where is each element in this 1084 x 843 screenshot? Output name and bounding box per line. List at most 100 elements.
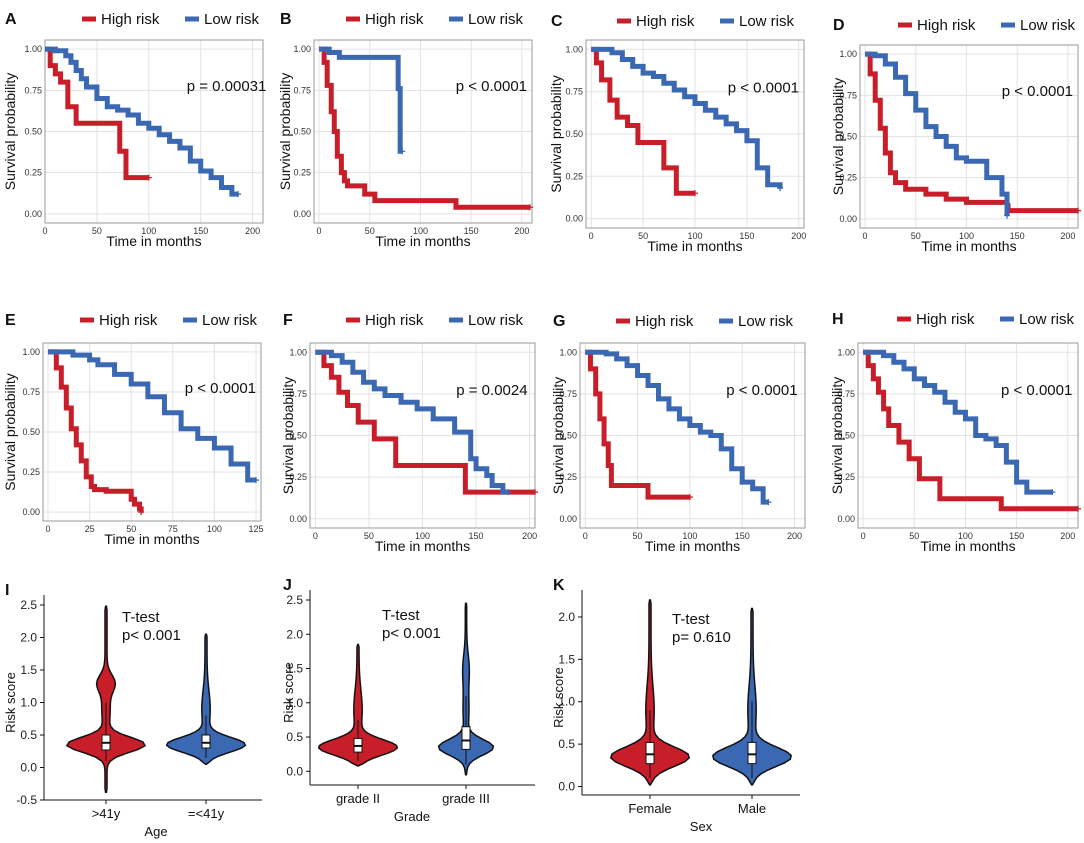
x-tick-label: 200 [791, 231, 806, 241]
panel-label: A [5, 11, 17, 28]
y-tick-label: 0.0 [20, 761, 37, 775]
panel-label: G [553, 313, 565, 330]
legend-label-low-risk: Low risk [738, 313, 794, 330]
y-tick-label: 2.0 [558, 610, 575, 624]
x-axis-label: Time in months [375, 233, 470, 249]
x-tick-label: 150 [193, 226, 208, 236]
panel-label: B [280, 11, 292, 28]
x-axis-label: Age [144, 824, 167, 839]
y-tick-label: 0.5 [20, 728, 37, 742]
legend-label-low-risk: Low risk [1020, 17, 1076, 34]
y-tick-label: 0.25 [565, 171, 583, 181]
plot-frame [313, 39, 533, 224]
plot-frame [44, 39, 264, 224]
x-tick-label: 200 [1060, 531, 1075, 541]
km-curve-high-risk [319, 46, 530, 210]
km-curve-low-risk [591, 46, 783, 189]
km-panel-e: E High risk Low risk 0 25 50 75 100 125 0.00 0.25 0… [2, 312, 264, 547]
x-tick-label: 0 [589, 231, 594, 241]
y-tick-label: 0.00 [289, 514, 307, 524]
x-tick-label: 25 [85, 524, 95, 534]
x-tick-label: 0 [313, 531, 318, 541]
x-tick-label: 150 [1009, 531, 1024, 541]
y-tick-label: 0.25 [559, 472, 577, 482]
panel-label: J [283, 577, 292, 594]
legend-label-low-risk: Low risk [1019, 311, 1075, 328]
x-tick-label: 50 [92, 226, 102, 236]
x-tick-label: 200 [245, 226, 260, 236]
panel-label: F [283, 312, 293, 329]
violin-female [609, 599, 691, 786]
y-tick-label: 0.75 [565, 87, 583, 97]
km-curve-low-risk [315, 349, 509, 495]
y-tick-label: 1.00 [837, 347, 855, 357]
y-tick-label: 0.50 [565, 129, 583, 139]
panel-label: C [551, 13, 563, 30]
y-tick-label: 2.5 [286, 593, 303, 607]
plot-frame [857, 342, 1079, 529]
p-value: p < 0.0001 [1001, 382, 1072, 399]
km-panel-a: A High risk Low risk 0 50 100 150 200 0.00 0.25 0.… [2, 11, 266, 249]
violin-panel-k: K 0.0 0.5 1.0 1.5 2.0 Risk score Sex Female Male T… [551, 577, 800, 834]
box [747, 741, 757, 765]
y-tick-label: 1.0 [558, 695, 575, 709]
legend: High risk Low risk [617, 13, 795, 30]
x-tick-label: >41y [92, 806, 121, 821]
y-tick-label: 1.5 [558, 652, 575, 666]
y-tick-label: 0.00 [839, 214, 857, 224]
y-tick-label: 0.25 [837, 472, 855, 482]
p-value: p < 0.0001 [728, 80, 799, 97]
y-tick-label: 0.75 [22, 387, 40, 397]
y-tick-label: 0.50 [24, 127, 42, 137]
x-tick-label: 200 [522, 531, 537, 541]
legend-label-high-risk: High risk [365, 11, 424, 28]
y-axis-label: Survival probability [548, 75, 564, 193]
km-curve-low-risk [319, 46, 403, 154]
y-axis-label: Survival probability [277, 73, 293, 191]
legend-label-high-risk: High risk [635, 313, 694, 330]
km-curve-low-risk [865, 51, 1010, 216]
y-axis-label: Survival probability [280, 377, 296, 495]
x-tick-label: 0 [45, 524, 50, 534]
legend-label-high-risk: High risk [365, 312, 424, 329]
x-tick-label: 0 [863, 231, 868, 241]
km-curve-high-risk [591, 46, 695, 196]
km-panel-c: C High risk Low risk 0 50 100 150 200 0.00 0.25 0.… [548, 13, 806, 254]
x-tick-label: =<41y [188, 806, 225, 821]
legend: High risk Low risk [897, 311, 1075, 328]
y-axis-label: Risk score [281, 662, 296, 723]
km-curve-low-risk [863, 349, 1053, 495]
plot-frame [859, 44, 1079, 229]
panel-label: H [832, 311, 844, 328]
y-tick-label: 0.50 [293, 127, 311, 137]
y-tick-label: 1.5 [20, 663, 37, 677]
y-tick-label: 0.75 [837, 389, 855, 399]
y-tick-label: 1.00 [559, 347, 577, 357]
y-tick-label: 0.75 [24, 85, 42, 95]
legend: High risk Low risk [616, 313, 794, 330]
y-tick-label: 1.00 [24, 44, 42, 54]
plot-frame [309, 342, 536, 529]
x-tick-label: Male [738, 801, 766, 816]
y-axis-label: Risk score [3, 672, 18, 733]
x-axis-label: Grade [394, 809, 430, 824]
legend: High risk Low risk [898, 17, 1076, 34]
y-tick-label: 0.0 [286, 764, 303, 778]
x-tick-label: 150 [469, 531, 484, 541]
panel-label: I [5, 582, 9, 599]
x-tick-label: 0 [42, 226, 47, 236]
violin-41y [65, 605, 147, 793]
x-tick-label: 0 [317, 226, 322, 236]
violin-gradeii [317, 643, 399, 767]
legend: High risk Low risk [346, 11, 524, 28]
y-tick-label: 1.00 [839, 49, 857, 59]
y-tick-label: 0.00 [24, 209, 42, 219]
y-tick-label: 0.50 [837, 431, 855, 441]
y-tick-label: 1.0 [20, 696, 37, 710]
plot-frame [585, 39, 805, 229]
y-tick-label: 1.00 [22, 347, 40, 357]
y-tick-label: 1.0 [286, 696, 303, 710]
x-tick-label: 50 [638, 231, 648, 241]
y-tick-label: 0.25 [24, 168, 42, 178]
x-tick-label: 200 [514, 226, 529, 236]
